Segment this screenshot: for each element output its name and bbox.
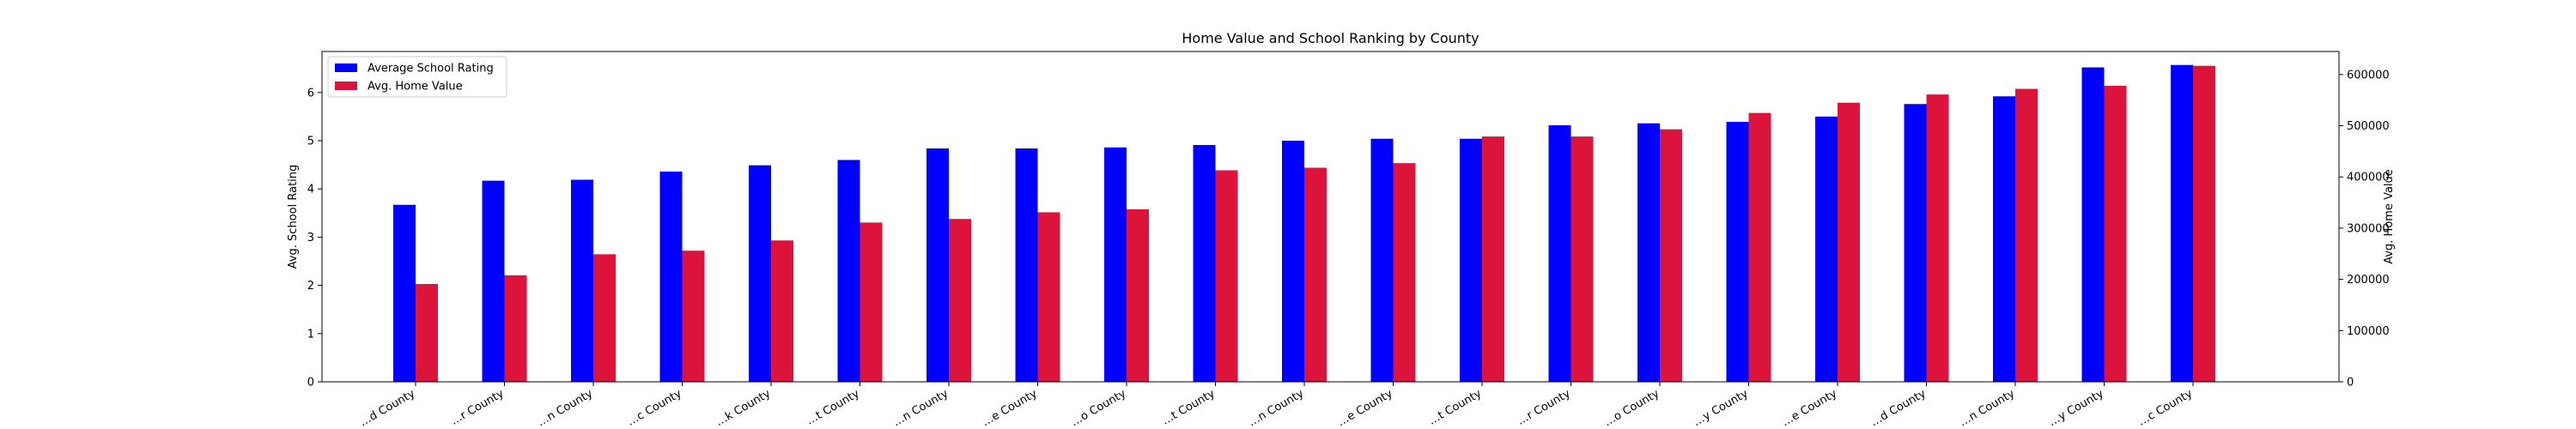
bar-home-value-11 (1304, 167, 1327, 382)
bar-home-value-8 (1037, 212, 1060, 382)
x-tick-label-1: …d County (357, 387, 417, 429)
bar-home-value-17 (1838, 102, 1860, 382)
bar-home-value-4 (682, 251, 705, 382)
bar-school-rating-15 (1637, 123, 1660, 383)
legend-label-2: Avg. Home Value (368, 81, 463, 94)
x-tick-label-10: …t County (1160, 387, 1218, 427)
x-tick-label-19: …n County (1957, 387, 2017, 429)
x-tick-label-8: …e County (980, 387, 1040, 429)
bar-home-value-21 (2193, 65, 2215, 382)
bar-school-rating-14 (1548, 124, 1571, 382)
bar-home-value-5 (771, 240, 793, 382)
bar-home-value-1 (416, 283, 438, 382)
x-tick-label-17: …e County (1780, 387, 1840, 429)
x-tick-label-21: …c County (2136, 387, 2195, 428)
bar-home-value-3 (593, 254, 616, 382)
bar-school-rating-7 (927, 148, 949, 382)
x-tick-label-3: …n County (535, 387, 595, 429)
right-y-tick-label-5: 500000 (2347, 120, 2390, 133)
bar-school-rating-3 (571, 179, 593, 382)
legend-label-1: Average School Rating (368, 63, 494, 76)
left-y-tick-label-6: 6 (307, 87, 314, 100)
bar-school-rating-9 (1104, 147, 1127, 382)
x-tick-label-15: …o County (1602, 387, 1662, 429)
bar-home-value-20 (2104, 85, 2127, 382)
x-tick-label-2: …r County (448, 387, 506, 428)
bar-home-value-6 (860, 222, 883, 382)
x-tick-label-7: …n County (890, 387, 951, 429)
bar-school-rating-17 (1815, 116, 1838, 382)
x-tick-label-9: …o County (1069, 387, 1129, 429)
bar-school-rating-5 (749, 165, 771, 382)
x-tick-label-14: …r County (1515, 387, 1572, 428)
bar-school-rating-13 (1460, 138, 1482, 382)
left-y-tick-label-5: 5 (307, 135, 314, 148)
y-axis-label-left: Avg. School Rating (287, 165, 300, 269)
right-y-tick-label-1: 100000 (2347, 325, 2390, 338)
y-axis-label-right: Avg. Home Value (2383, 169, 2396, 264)
bar-home-value-13 (1482, 136, 1504, 382)
left-y-tick-label-3: 3 (307, 232, 314, 245)
bar-home-value-7 (949, 219, 971, 382)
right-y-tick-label-6: 600000 (2347, 69, 2390, 82)
bar-school-rating-18 (1904, 104, 1927, 383)
x-tick-label-18: …d County (1868, 387, 1929, 429)
x-tick-label-20: …y County (2046, 387, 2105, 429)
bar-home-value-15 (1660, 129, 1682, 382)
bar-school-rating-11 (1282, 140, 1304, 383)
bar-school-rating-1 (393, 204, 416, 382)
bar-home-value-9 (1127, 208, 1149, 382)
bar-school-rating-12 (1370, 138, 1394, 382)
x-tick-label-16: …y County (1691, 387, 1750, 429)
x-tick-label-6: …t County (805, 387, 862, 427)
x-tick-label-12: …e County (1335, 387, 1395, 429)
legend-swatch-1 (335, 63, 357, 72)
left-y-tick-label-2: 2 (307, 280, 314, 293)
x-tick-label-13: …t County (1426, 387, 1484, 427)
bar-home-value-14 (1571, 136, 1594, 382)
right-y-tick-label-0: 0 (2347, 377, 2354, 390)
bar-school-rating-16 (1726, 122, 1749, 382)
bar-school-rating-2 (482, 180, 505, 382)
left-y-tick-label-1: 1 (307, 328, 314, 341)
bar-home-value-19 (2015, 88, 2038, 383)
left-y-tick-label-4: 4 (307, 184, 314, 196)
bar-school-rating-10 (1193, 145, 1216, 382)
right-y-tick-label-2: 200000 (2347, 274, 2390, 287)
left-y-tick-label-0: 0 (307, 377, 314, 390)
bar-school-rating-4 (659, 171, 683, 382)
bar-home-value-2 (504, 275, 527, 382)
right-y-tick-label-4: 400000 (2347, 172, 2390, 184)
x-tick-label-5: …k County (714, 387, 773, 429)
bar-home-value-10 (1215, 170, 1238, 382)
chart-title: Home Value and School Ranking by County (1182, 30, 1479, 46)
bar-home-value-16 (1748, 112, 1771, 382)
bar-school-rating-19 (1993, 96, 2015, 382)
x-tick-label-11: …n County (1246, 387, 1306, 429)
bar-school-rating-21 (2171, 64, 2193, 382)
bar-school-rating-20 (2081, 67, 2105, 382)
x-tick-label-4: …c County (625, 387, 684, 428)
legend-box (327, 56, 507, 98)
legend-swatch-2 (335, 82, 357, 90)
plot-frame (321, 51, 2340, 383)
right-y-tick-label-3: 300000 (2347, 222, 2390, 235)
bar-home-value-12 (1393, 163, 1416, 382)
bar-school-rating-8 (1015, 148, 1038, 382)
bar-home-value-18 (1926, 94, 1949, 383)
bar-school-rating-6 (837, 160, 860, 383)
